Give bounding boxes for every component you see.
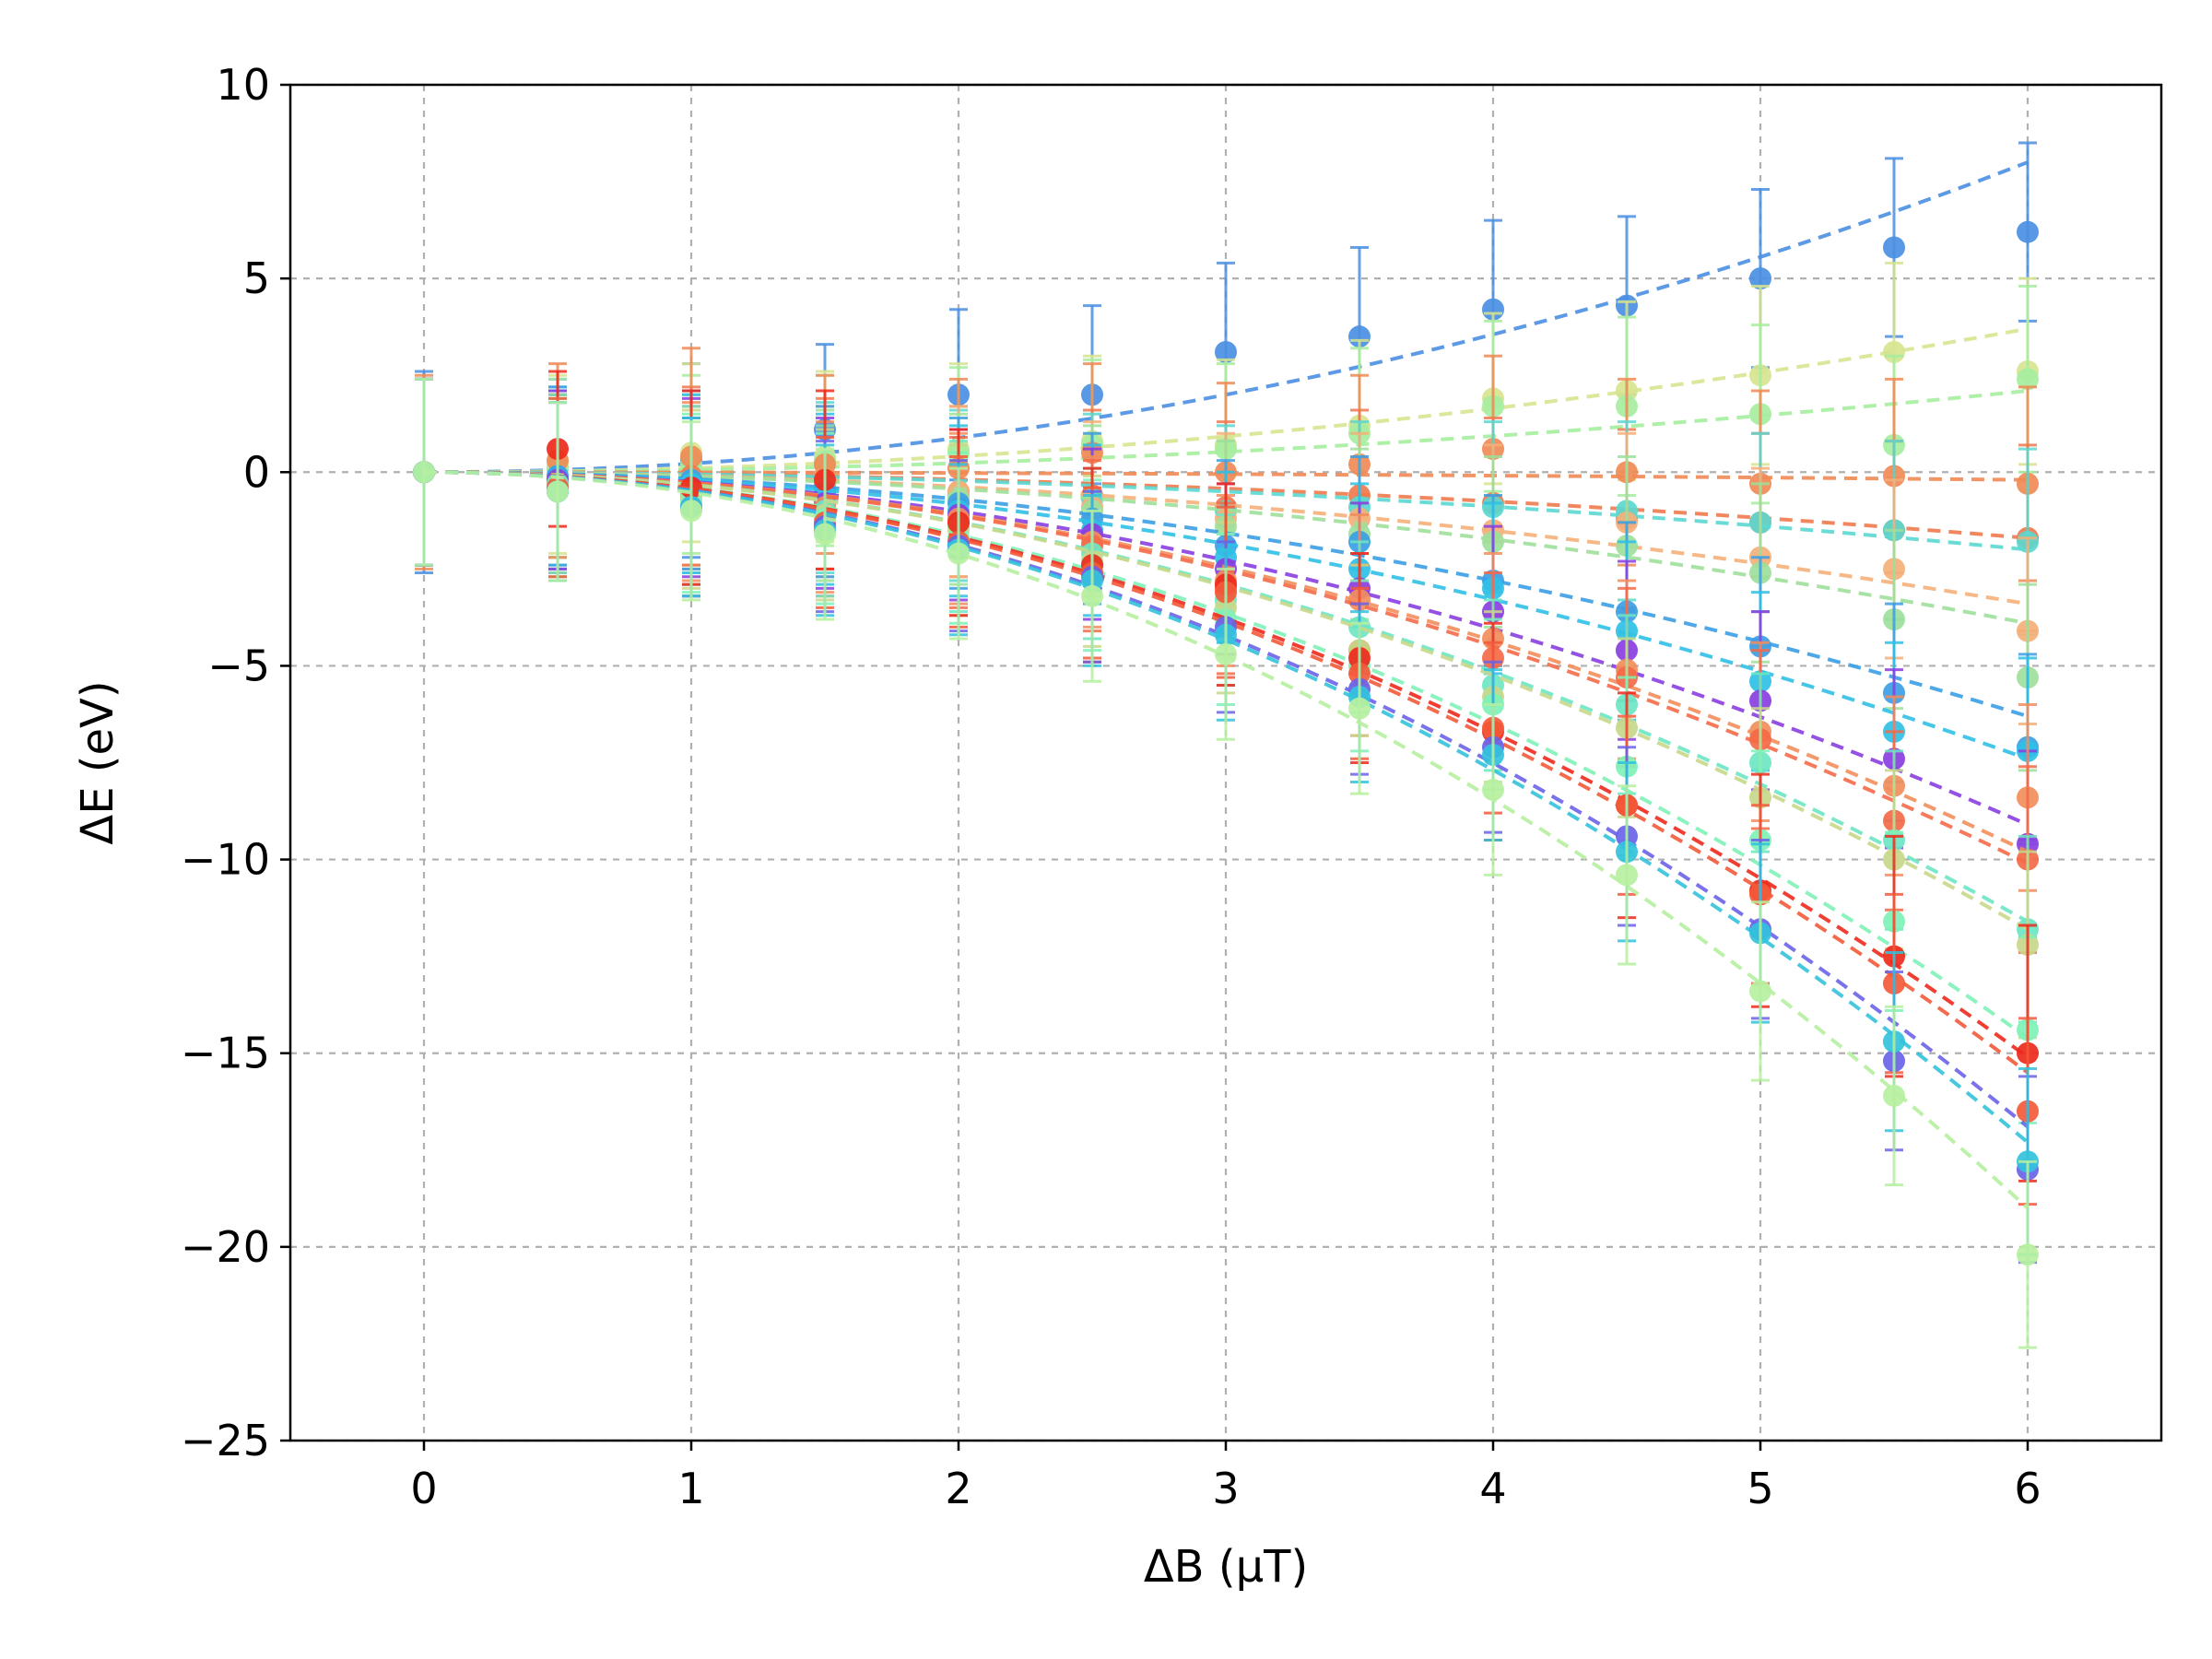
x-tick-label: 2 — [945, 1464, 971, 1513]
y-tick-label: 10 — [216, 60, 270, 110]
axis-ticks — [280, 83, 2030, 1451]
data-point — [947, 542, 970, 565]
x-axis-label: ΔB (μT) — [1144, 1541, 1308, 1593]
data-point — [2017, 368, 2039, 391]
y-tick-label: −20 — [181, 1222, 270, 1272]
data-point — [1616, 864, 1638, 887]
x-tick-label: 0 — [410, 1464, 437, 1513]
y-tick-label: 0 — [243, 447, 270, 497]
y-tick-label: 5 — [243, 253, 270, 303]
data-point — [2017, 220, 2039, 243]
plot-area — [413, 141, 2039, 1349]
y-tick-label: −10 — [181, 835, 270, 885]
y-tick-label: −15 — [181, 1029, 270, 1078]
data-point — [1215, 642, 1237, 665]
x-tick-label: 4 — [1479, 1464, 1506, 1513]
y-tick-label: −25 — [181, 1416, 270, 1465]
data-point — [1883, 236, 1905, 259]
data-point — [1348, 697, 1371, 720]
y-tick-label: −5 — [207, 641, 270, 690]
series-20 — [413, 377, 2039, 1349]
data-point — [1749, 980, 1771, 1003]
data-point — [1081, 584, 1103, 607]
data-point — [547, 480, 569, 503]
x-tick-label: 3 — [1212, 1464, 1239, 1513]
data-point — [1348, 325, 1371, 348]
data-point — [680, 500, 702, 523]
data-point — [1883, 1084, 1905, 1107]
data-point — [1482, 298, 1504, 321]
x-tick-label: 6 — [2014, 1464, 2041, 1513]
x-tick-label: 1 — [677, 1464, 704, 1513]
tick-labels: 0 1 2 3 4 5 6 −25 −20 −15 −10 −5 0 5 10 — [181, 60, 2041, 1513]
x-tick-label: 5 — [1747, 1464, 1773, 1513]
data-point — [2017, 1243, 2039, 1266]
data-point — [1482, 778, 1504, 801]
data-point — [1749, 267, 1771, 290]
data-point — [814, 523, 836, 546]
data-point — [413, 461, 435, 484]
data-point — [1215, 340, 1237, 363]
y-axis-label: ΔE (eV) — [72, 680, 124, 844]
data-point — [1883, 340, 1905, 363]
